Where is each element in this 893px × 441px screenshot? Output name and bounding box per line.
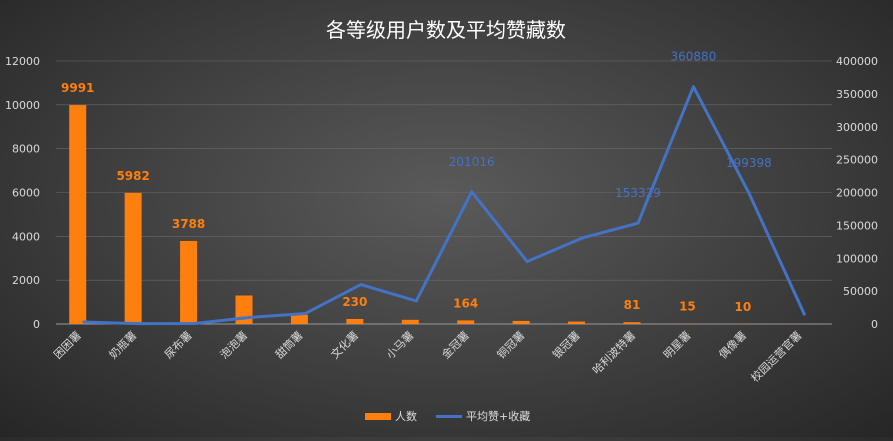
y-right-tick-label: 350000 [836,88,878,101]
line-data-label: 199398 [726,156,772,170]
line-data-label: 360880 [671,50,717,64]
x-tick-label: 哈利波特薯 [589,328,638,377]
line-point [138,322,141,325]
bar [180,241,197,324]
bar [291,315,308,324]
x-tick-label: 困困薯 [51,329,84,362]
y-right-tick-label: 50000 [843,285,878,298]
x-tick-label: 文化薯 [328,328,361,361]
bar [69,105,86,324]
bar-data-label: 9991 [61,81,94,95]
line-point [747,191,750,194]
y-right-tick-label: 400000 [836,55,878,68]
line-point [470,190,473,193]
line-point [304,312,307,315]
x-tick-label: 偶像薯 [716,329,749,362]
bar-series [69,105,807,324]
x-axis: 困困薯奶瓶薯尿布薯泡泡薯甜筒薯文化薯小马薯金冠薯铜冠薯银冠薯哈利波特薯明星薯偶像… [51,328,804,385]
x-tick-label: 校园运营官薯 [748,328,805,385]
line-point [249,316,252,319]
x-tick-label: 奶瓶薯 [106,328,139,361]
y-left-tick-label: 0 [33,318,40,331]
x-tick-label: 银冠薯 [549,328,582,361]
bar-data-label: 5982 [116,169,149,183]
x-tick-label: 泡泡薯 [217,328,250,361]
line-point [82,321,85,324]
line-point [415,299,418,302]
x-tick-label: 尿布薯 [162,329,195,362]
line-point [526,260,529,263]
x-tick-label: 金冠薯 [439,328,472,361]
bar-data-label: 81 [624,298,641,312]
bar-data-label: 164 [453,296,478,310]
gridlines [56,61,832,324]
right-axis: 0 50000 100000 150000 200000 250000 300000 3500… [836,55,878,331]
x-tick-label: 铜冠薯 [494,328,527,361]
legend-label-line: 平均赞+收藏 [466,409,530,423]
legend: 人数 平均赞+收藏 [365,409,530,423]
data-labels: 9991 5982 3788 230 164 81 15 10 201016 153329 3608… [61,50,772,314]
bar [568,322,585,324]
line-point [581,236,584,239]
chart-title: 各等级用户数及平均赞藏数 [326,18,566,42]
y-right-tick-label: 150000 [836,219,878,232]
line-point [637,222,640,225]
y-left-tick-label: 10000 [5,99,40,112]
x-tick-label: 甜筒薯 [272,328,305,361]
x-tick-label: 明星薯 [661,329,694,362]
bar [346,319,363,324]
bar [624,322,641,324]
bar-data-label: 15 [679,300,696,314]
y-left-tick-label: 6000 [12,187,40,200]
line-point [193,322,196,325]
y-right-tick-label: 300000 [836,121,878,134]
line-data-label: 201016 [449,155,495,169]
bar-data-label: 10 [735,300,752,314]
bar [125,193,142,324]
y-left-tick-label: 2000 [12,274,40,287]
line-data-label: 153329 [615,186,661,200]
bar [457,320,474,324]
x-tick-label: 小马薯 [384,329,417,362]
line-point [803,313,806,316]
y-left-tick-label: 12000 [5,55,40,68]
y-right-tick-label: 200000 [836,187,878,200]
line-point [692,85,695,88]
bar [513,321,530,324]
left-axis: 0 2000 4000 6000 8000 10000 12000 [5,55,40,331]
bar [402,320,419,324]
y-right-tick-label: 100000 [836,252,878,265]
bar-data-label: 3788 [172,217,205,231]
y-left-tick-label: 4000 [12,230,40,243]
legend-swatch-bar [365,413,391,420]
y-left-tick-label: 8000 [12,143,40,156]
line-point [359,283,362,286]
bar-data-label: 230 [342,295,367,309]
y-right-tick-label: 250000 [836,154,878,167]
legend-label-bar: 人数 [395,410,417,423]
y-right-tick-label: 0 [871,318,878,331]
